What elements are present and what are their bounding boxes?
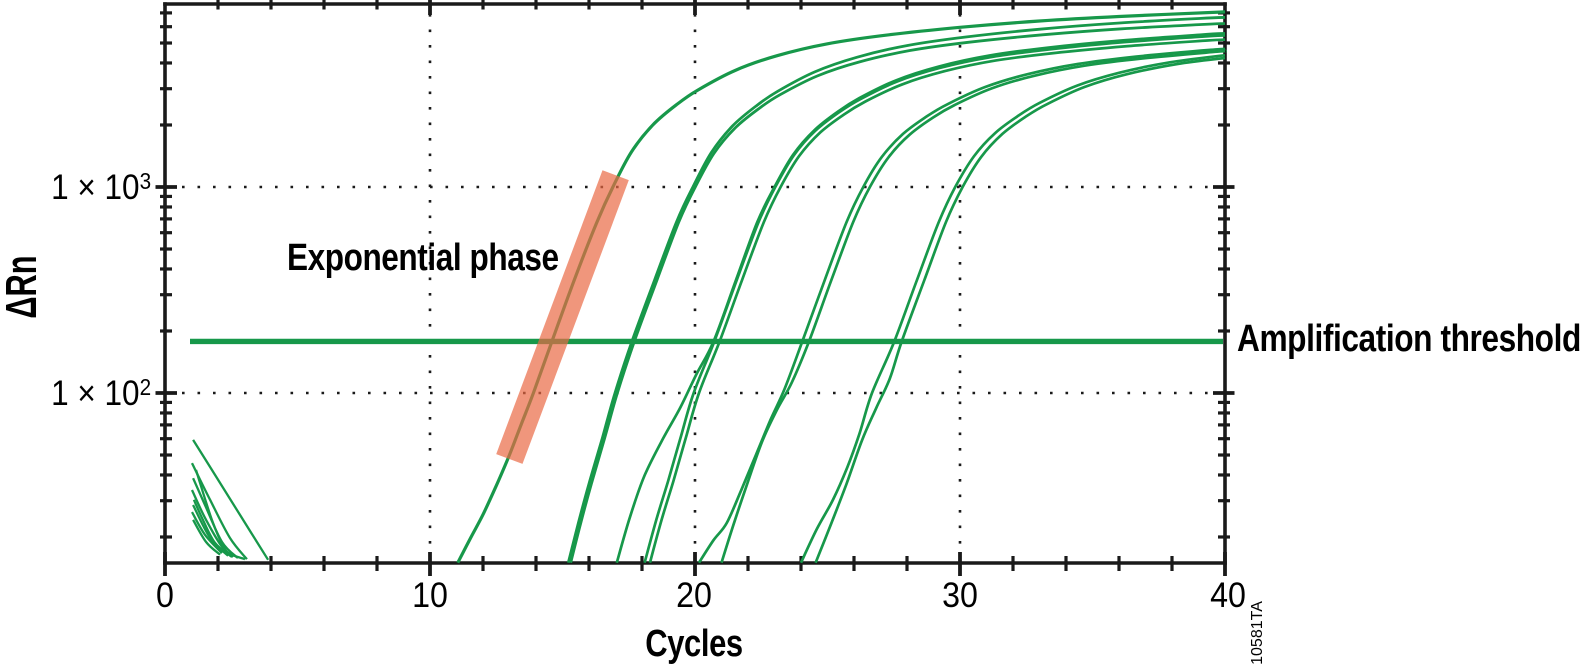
curve-std-1e4-rep2 (569, 22, 1226, 564)
y-tick-1e3-base: 1 × 10 (51, 168, 140, 207)
y-tick-1e2-base: 1 × 10 (51, 374, 140, 413)
y-tick-label-1e2: 1 × 102 (51, 376, 151, 411)
curve-std-1e2-rep1 (697, 47, 1226, 564)
curve-std-1e4-rep1 (566, 16, 1226, 564)
y-tick-1e2-exponent: 2 (139, 374, 151, 401)
curve-std-1e1-rep2 (814, 56, 1226, 564)
x-tick-label-10: 10 (412, 576, 448, 615)
x-tick-label-40: 40 (1210, 576, 1246, 615)
y-axis-title: ΔRn (0, 242, 47, 332)
exponential-phase-text: Exponential phase (287, 237, 559, 279)
figure-id: 10581TA (1249, 601, 1266, 665)
curve-baseline-1 (192, 439, 270, 561)
curve-baseline-7 (192, 499, 233, 558)
curve-baseline-9 (194, 469, 234, 558)
curve-std-1e3-rep3 (648, 38, 1226, 564)
exponential-phase-band (496, 170, 629, 464)
curve-std-1e5-rep1 (456, 10, 1226, 564)
y-axis-title-text: ΔRn (0, 255, 46, 319)
exponential-phase-label: Exponential phase (287, 237, 614, 280)
amplification-threshold-label: Amplification threshold (1237, 318, 1580, 361)
curve-baseline-4 (190, 489, 246, 561)
curve-std-1e3-rep1 (615, 32, 1226, 564)
amplification-threshold-text: Amplification threshold (1237, 318, 1580, 360)
curve-std-1e2-rep2 (720, 49, 1227, 564)
x-tick-label-0: 0 (156, 576, 174, 615)
curve-baseline-8 (192, 519, 221, 556)
curve-std-1e3-rep2 (643, 34, 1226, 564)
x-tick-label-30: 30 (942, 576, 978, 615)
curve-std-1e1-rep1 (799, 53, 1226, 564)
curve-baseline-6 (190, 511, 223, 554)
y-tick-1e3-exponent: 3 (139, 168, 151, 195)
x-axis-title: Cycles (634, 623, 754, 666)
y-tick-label-1e3: 1 × 103 (51, 170, 151, 205)
x-axis-title-text: Cycles (645, 623, 743, 665)
x-tick-label-20: 20 (676, 576, 712, 615)
